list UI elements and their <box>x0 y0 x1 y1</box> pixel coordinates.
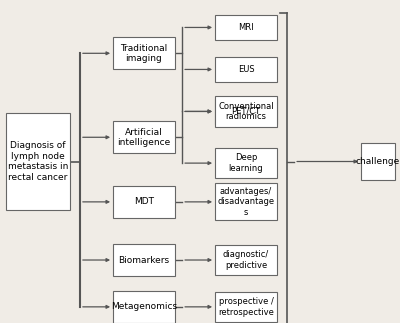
FancyBboxPatch shape <box>215 99 277 123</box>
FancyBboxPatch shape <box>361 143 395 180</box>
Text: Traditional
imaging: Traditional imaging <box>120 44 168 63</box>
Text: Artificial
intelligence: Artificial intelligence <box>117 128 171 147</box>
Text: MRI: MRI <box>238 23 254 32</box>
Text: prospective /
retrospective: prospective / retrospective <box>218 297 274 317</box>
FancyBboxPatch shape <box>215 15 277 39</box>
FancyBboxPatch shape <box>215 291 277 322</box>
Text: advantages/
disadvantage
s: advantages/ disadvantage s <box>218 187 274 217</box>
Text: PET/CT: PET/CT <box>232 107 260 116</box>
FancyBboxPatch shape <box>215 57 277 81</box>
Text: Diagnosis of
lymph node
metastasis in
rectal cancer: Diagnosis of lymph node metastasis in re… <box>8 141 68 182</box>
Text: Conventional
radiomics: Conventional radiomics <box>218 102 274 121</box>
FancyBboxPatch shape <box>113 291 175 323</box>
Text: EUS: EUS <box>238 65 254 74</box>
FancyBboxPatch shape <box>113 37 175 69</box>
FancyBboxPatch shape <box>113 244 175 276</box>
Text: Biomarkers: Biomarkers <box>118 255 170 265</box>
Text: diagnostic/
predictive: diagnostic/ predictive <box>223 250 269 270</box>
Text: Metagenomics: Metagenomics <box>111 302 177 311</box>
FancyBboxPatch shape <box>113 121 175 153</box>
Text: MDT: MDT <box>134 197 154 206</box>
FancyBboxPatch shape <box>113 186 175 218</box>
FancyBboxPatch shape <box>215 96 277 127</box>
FancyBboxPatch shape <box>215 183 277 220</box>
Text: Deep
learning: Deep learning <box>229 153 263 173</box>
FancyBboxPatch shape <box>215 148 277 178</box>
FancyBboxPatch shape <box>215 245 277 275</box>
FancyBboxPatch shape <box>6 113 70 210</box>
Text: challenge: challenge <box>356 157 400 166</box>
